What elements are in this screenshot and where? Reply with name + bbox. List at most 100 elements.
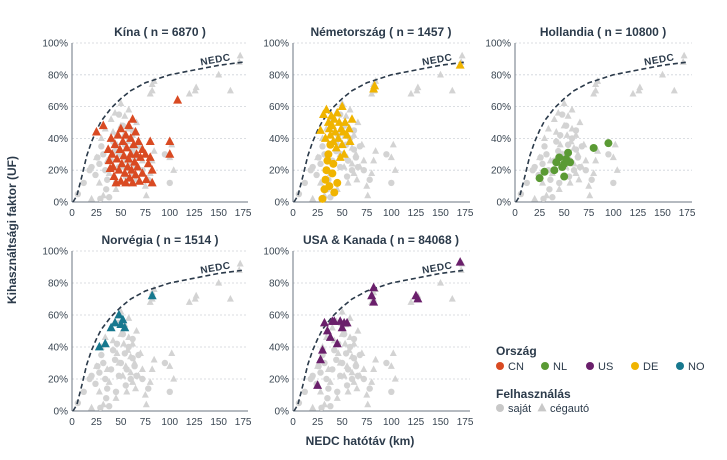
gray-triangle-point [353, 384, 361, 392]
country-circle-point [330, 188, 339, 197]
country-circle-point [560, 172, 569, 181]
country-points [313, 257, 465, 389]
country-triangle-point [124, 153, 134, 163]
gray-triangle-point [235, 266, 243, 273]
gray-circle-point [333, 356, 340, 363]
y-tick-label: 100% [485, 39, 511, 50]
gray-circle-point [309, 372, 316, 379]
country-circle-point [535, 174, 544, 183]
gray-triangle-point [536, 153, 544, 161]
gray-triangle-point [363, 391, 371, 398]
gray-triangle-point [309, 194, 317, 202]
gray-triangle-point [659, 70, 666, 78]
country-triangle-point [122, 142, 132, 152]
gray-triangle-point [582, 156, 590, 164]
country-triangle-point [98, 120, 108, 130]
country-triangle-point [106, 322, 116, 332]
gray-triangle-point [570, 143, 578, 151]
gray-triangle-point [97, 134, 105, 142]
country-triangle-point [332, 338, 342, 348]
gray-triangle-point [594, 147, 602, 154]
y-tick-label: 60% [48, 311, 68, 322]
legend-countries: CN NL US DE NO [496, 361, 705, 373]
country-circle-point [566, 158, 575, 167]
gray-triangle-point [127, 368, 135, 376]
country-circle-point [550, 166, 559, 175]
x-tick-label: 50 [337, 417, 349, 428]
legend-swatch-nl [541, 362, 549, 370]
legend-usage-label: saját [508, 403, 531, 415]
gray-triangle-point [170, 166, 178, 173]
gray-circle-point [555, 147, 562, 155]
legend-label-cn: CN [508, 361, 524, 373]
country-triangle-point [145, 152, 155, 161]
gray-triangle-point [170, 375, 178, 382]
gray-triangle-point [123, 387, 131, 395]
gray-circle-point [98, 143, 105, 150]
country-triangle-point [110, 139, 120, 149]
gray-circle-point [549, 194, 556, 201]
gray-circle-point [103, 186, 110, 193]
gray-circle-point [80, 179, 87, 187]
y-tick-label: 20% [48, 166, 68, 177]
gray-triangle-point [546, 156, 554, 164]
x-tick-label: 150 [432, 208, 449, 219]
gray-triangle-point [103, 365, 111, 373]
x-tick-label: 25 [312, 208, 324, 219]
gray-triangle-point [564, 112, 572, 119]
country-points [94, 290, 157, 351]
country-triangle-point [325, 130, 335, 139]
gray-triangle-point [129, 339, 137, 347]
gray-circle-point [605, 151, 612, 158]
y-tick-label: 60% [269, 311, 289, 322]
gray-circle-point [331, 347, 338, 354]
gray-circle-point [104, 176, 111, 183]
gray-circle-point [546, 186, 553, 193]
gray-triangle-point [142, 400, 150, 408]
gray-triangle-point [346, 105, 354, 113]
gray-triangle-point [115, 359, 123, 366]
panel-cn: Kína ( n = 6870 ) 0% 20% 40% 60% 80% 100% 0 25 50… [42, 25, 251, 219]
x-tick-label: 50 [337, 208, 349, 219]
x-tick-label: 50 [559, 208, 571, 219]
gray-triangle-point [92, 362, 100, 369]
gray-triangle-point [368, 378, 376, 385]
gray-triangle-point [117, 99, 125, 107]
country-triangle-point [319, 317, 329, 327]
country-triangle-point [115, 144, 125, 153]
country-triangle-point [94, 341, 104, 351]
gray-circle-point [383, 359, 390, 367]
nedc-curve-label: NEDC [421, 52, 453, 68]
gray-triangle-point [124, 346, 132, 353]
background-points [295, 259, 466, 411]
x-tick-label: 100 [383, 208, 400, 219]
country-triangle-point [331, 142, 341, 152]
x-tick-label: 125 [408, 417, 425, 428]
gray-triangle-point [119, 371, 127, 379]
gray-triangle-point [132, 384, 140, 392]
nedc-curve [293, 269, 466, 412]
country-triangle-point [313, 380, 323, 389]
country-triangle-point [147, 290, 157, 300]
gray-triangle-point [585, 182, 593, 189]
x-tick-label: 125 [186, 208, 203, 219]
y-tick-label: 40% [491, 134, 511, 145]
country-circle-point [323, 156, 332, 165]
country-triangle-point [330, 126, 340, 136]
gray-triangle-point [125, 105, 133, 113]
legend-country-title: Ország [496, 344, 537, 358]
gray-circle-point [301, 179, 308, 187]
gray-triangle-point [568, 124, 576, 132]
y-tick-label: 100% [263, 39, 289, 50]
gray-triangle-point [309, 403, 317, 411]
panel-de: Németország ( n = 1457 ) 0% 20% 40% 60% 80% 10… [263, 25, 473, 219]
gray-triangle-point [368, 169, 376, 177]
gray-triangle-point [389, 349, 397, 357]
gray-circle-point [325, 385, 332, 392]
gray-triangle-point [387, 153, 395, 161]
legend-label-no: NO [688, 361, 705, 373]
gray-triangle-point [563, 131, 571, 138]
x-tick-label: 50 [115, 417, 127, 428]
gray-circle-point [334, 388, 341, 395]
gray-triangle-point [679, 58, 687, 65]
